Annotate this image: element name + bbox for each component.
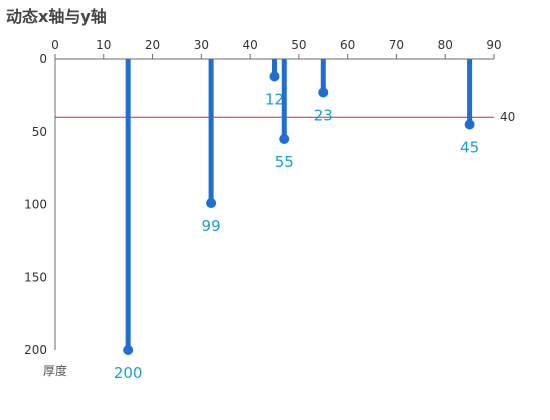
y-tick-label: 200 — [24, 343, 47, 357]
x-tick-label: 90 — [486, 38, 501, 52]
data-label: 12 — [265, 90, 284, 108]
data-point — [206, 198, 217, 209]
y-tick-label: 0 — [39, 52, 47, 66]
x-tick-label: 70 — [389, 38, 404, 52]
data-label: 99 — [202, 217, 221, 235]
y-tick-label: 150 — [24, 270, 47, 284]
x-tick-label: 40 — [242, 38, 257, 52]
x-tick-label: 50 — [291, 38, 306, 52]
y-axis-label: 厚度 — [43, 363, 67, 378]
y-tick-label: 50 — [32, 125, 47, 139]
data-point — [279, 134, 290, 145]
x-tick-label: 80 — [438, 38, 453, 52]
data-point — [269, 71, 280, 82]
mark-line-label: 40 — [500, 110, 515, 124]
data-label: 200 — [114, 364, 143, 382]
x-tick-label: 30 — [194, 38, 209, 52]
data-point — [123, 345, 134, 355]
data-label: 55 — [275, 153, 294, 171]
data-label: 23 — [314, 106, 333, 124]
x-tick-label: 20 — [145, 38, 160, 52]
data-point — [464, 119, 475, 130]
y-tick-label: 100 — [24, 198, 47, 212]
x-tick-label: 0 — [51, 38, 59, 52]
x-tick-label: 10 — [96, 38, 111, 52]
chart-title: 动态x轴与y轴 — [6, 7, 107, 26]
x-tick-label: 60 — [340, 38, 355, 52]
data-point — [318, 87, 329, 98]
data-label: 45 — [460, 138, 479, 156]
